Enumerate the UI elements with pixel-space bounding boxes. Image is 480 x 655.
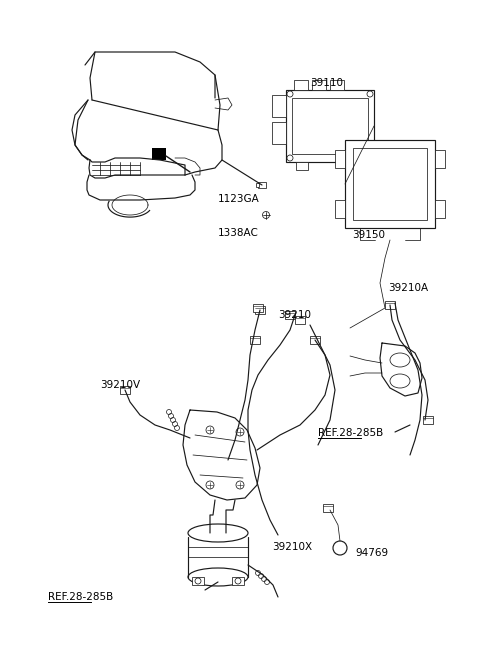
Bar bbox=[295, 316, 305, 324]
Circle shape bbox=[236, 481, 244, 489]
Bar bbox=[152, 148, 166, 160]
Ellipse shape bbox=[390, 374, 410, 388]
Bar bbox=[258, 182, 266, 188]
Bar bbox=[272, 122, 286, 144]
Text: REF.28-285B: REF.28-285B bbox=[48, 592, 113, 602]
Bar bbox=[435, 200, 445, 218]
Bar bbox=[272, 95, 286, 117]
Bar bbox=[120, 386, 130, 394]
Text: 39150: 39150 bbox=[352, 230, 385, 240]
Bar bbox=[312, 80, 326, 90]
Bar bbox=[250, 336, 260, 344]
Text: 39210: 39210 bbox=[278, 310, 311, 320]
Bar bbox=[330, 80, 344, 90]
Text: 1338AC: 1338AC bbox=[218, 228, 259, 238]
Circle shape bbox=[287, 155, 293, 161]
Text: REF.28-285B: REF.28-285B bbox=[318, 428, 383, 438]
Ellipse shape bbox=[390, 353, 410, 367]
Bar bbox=[192, 577, 204, 585]
Bar bbox=[385, 301, 395, 309]
Circle shape bbox=[263, 212, 269, 219]
Text: 39210A: 39210A bbox=[388, 283, 428, 293]
Text: 39110: 39110 bbox=[310, 78, 343, 88]
Bar bbox=[335, 150, 345, 168]
Text: 1123GA: 1123GA bbox=[218, 194, 260, 204]
Circle shape bbox=[206, 426, 214, 434]
Bar bbox=[435, 150, 445, 168]
Bar bbox=[296, 162, 308, 170]
Circle shape bbox=[236, 428, 244, 436]
Bar bbox=[286, 90, 374, 162]
Bar bbox=[346, 162, 358, 170]
Bar bbox=[423, 416, 433, 424]
Circle shape bbox=[333, 541, 347, 555]
Text: 39210X: 39210X bbox=[272, 542, 312, 552]
Bar bbox=[310, 336, 320, 344]
Circle shape bbox=[206, 481, 214, 489]
Bar bbox=[253, 304, 263, 312]
Circle shape bbox=[367, 155, 373, 161]
Circle shape bbox=[287, 91, 293, 97]
Bar bbox=[292, 98, 368, 154]
Bar bbox=[353, 148, 427, 220]
Bar bbox=[285, 311, 295, 319]
Circle shape bbox=[235, 578, 241, 584]
Bar bbox=[232, 577, 244, 585]
Bar bbox=[256, 183, 259, 187]
Bar bbox=[294, 80, 308, 90]
Bar bbox=[345, 140, 435, 228]
Bar bbox=[255, 306, 265, 314]
Circle shape bbox=[367, 91, 373, 97]
Circle shape bbox=[195, 578, 201, 584]
Bar bbox=[335, 200, 345, 218]
Bar bbox=[323, 504, 333, 512]
Text: 94769: 94769 bbox=[355, 548, 388, 558]
Ellipse shape bbox=[188, 568, 248, 586]
Text: 39210V: 39210V bbox=[100, 380, 140, 390]
Ellipse shape bbox=[188, 524, 248, 542]
